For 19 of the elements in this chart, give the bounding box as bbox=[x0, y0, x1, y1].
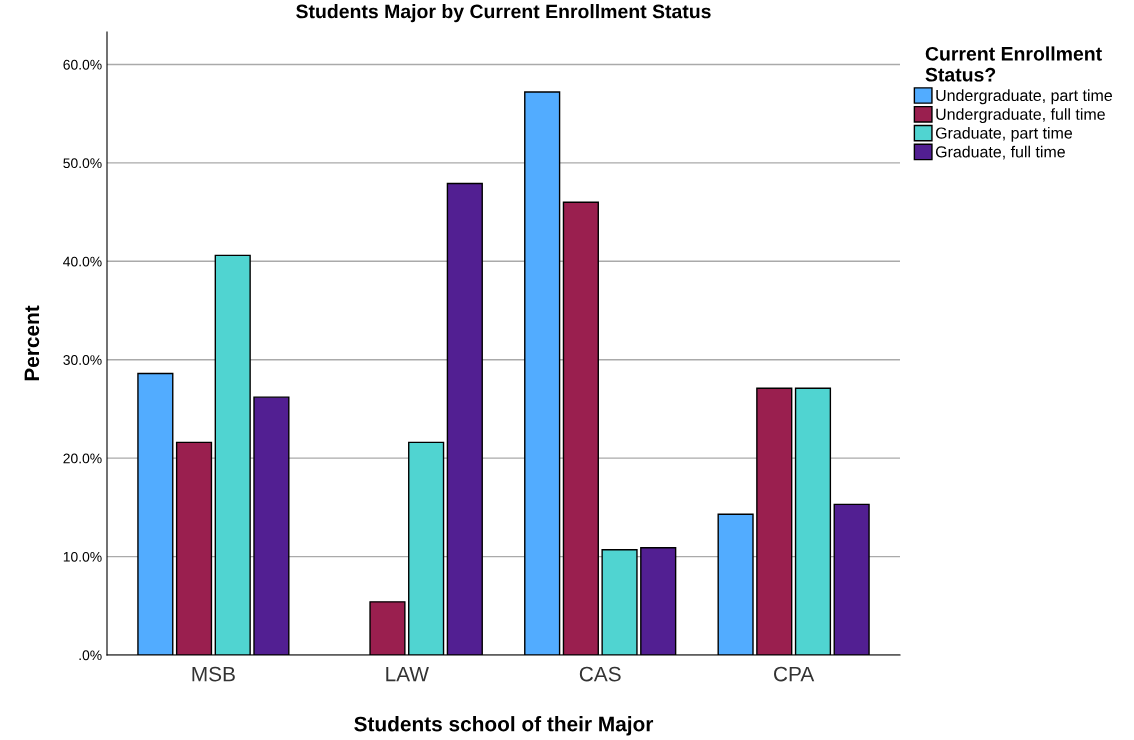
y-tick-label: 20.0% bbox=[63, 453, 102, 464]
x-tick-label: MSB bbox=[192, 666, 235, 682]
y-tick-label: 40.0% bbox=[63, 256, 102, 267]
legend-label: Undergraduate, part time bbox=[936, 89, 1112, 105]
legend-label: Graduate, full time bbox=[935, 145, 1065, 160]
x-tick-label: CPA bbox=[774, 666, 815, 682]
y-tick-label: 10.0% bbox=[63, 551, 102, 562]
y-tick-label: .0% bbox=[79, 650, 102, 661]
x-tick-label: LAW bbox=[386, 666, 429, 682]
y-tick-label: 30.0% bbox=[63, 355, 102, 365]
legend-label: Undergraduate, full time bbox=[936, 108, 1105, 124]
legend-title: Current Enrollment Status? bbox=[925, 46, 1102, 82]
x-axis-title: Students school of their Major bbox=[354, 716, 654, 736]
x-tick-label: CAS bbox=[579, 666, 621, 682]
y-axis-title: Percent bbox=[24, 305, 40, 381]
y-tick-label: 50.0% bbox=[63, 158, 102, 169]
chart-title: Students Major by Current Enrollment Status bbox=[296, 4, 711, 23]
legend-label: Graduate, part time bbox=[935, 126, 1073, 142]
y-tick-label: 60.0% bbox=[63, 59, 102, 70]
